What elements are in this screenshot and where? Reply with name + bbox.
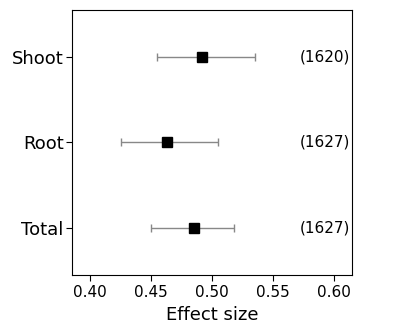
X-axis label: Effect size: Effect size xyxy=(166,306,258,324)
Text: (1620): (1620) xyxy=(300,49,350,65)
Text: (1627): (1627) xyxy=(300,220,350,235)
Text: (1627): (1627) xyxy=(300,135,350,150)
